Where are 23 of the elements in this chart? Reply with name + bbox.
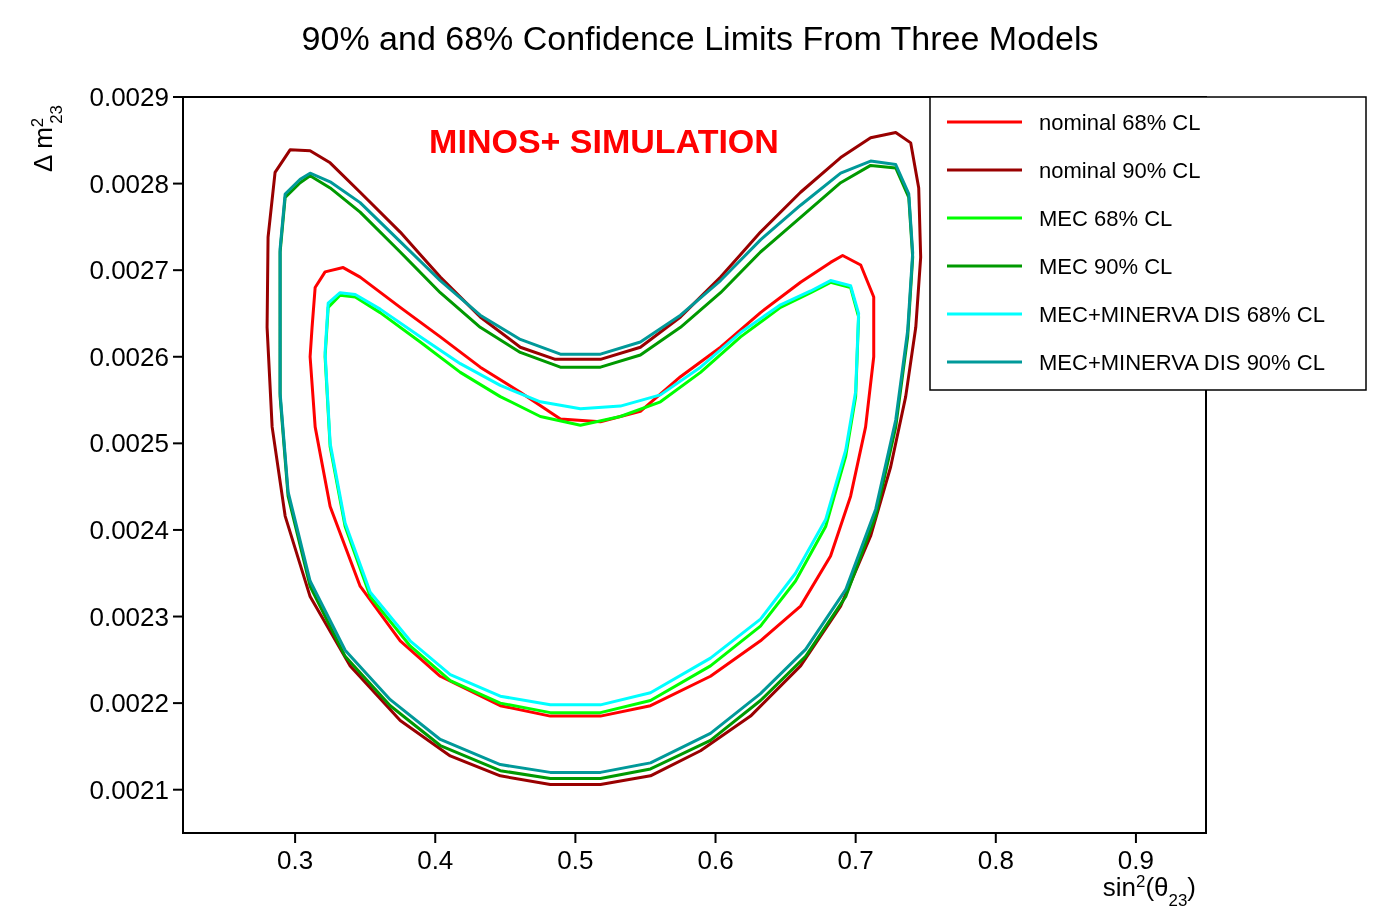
x-tick-label: 0.5 — [557, 845, 594, 875]
y-tick-label: 0.0028 — [89, 168, 169, 199]
y-tick-label: 0.0027 — [89, 255, 169, 286]
x-tick-label: 0.8 — [977, 845, 1014, 875]
y-tick-label: 0.0026 — [89, 341, 169, 372]
x-tick-label: 0.6 — [697, 845, 734, 875]
legend-label: MEC+MINERVA DIS 68% CL — [1039, 302, 1325, 327]
annotation: MINOS+ SIMULATION — [429, 122, 779, 160]
x-tick-label: 0.3 — [277, 845, 314, 875]
y-tick-label: 0.0023 — [89, 601, 169, 632]
x-tick-label: 0.7 — [837, 845, 874, 875]
legend-label: MEC+MINERVA DIS 90% CL — [1039, 350, 1325, 375]
y-tick-label: 0.0025 — [89, 428, 169, 459]
y-tick-label: 0.0024 — [89, 514, 169, 545]
legend-label: MEC 90% CL — [1039, 254, 1173, 279]
legend-label: nominal 68% CL — [1039, 110, 1201, 135]
x-tick-label: 0.4 — [417, 845, 454, 875]
legend-label: nominal 90% CL — [1039, 158, 1201, 183]
chart-title: 90% and 68% Confidence Limits From Three Models — [301, 19, 1099, 57]
y-tick-label: 0.0029 — [89, 82, 169, 112]
y-tick-label: 0.0022 — [89, 688, 169, 719]
legend-label: MEC 68% CL — [1039, 206, 1173, 231]
y-tick-label: 0.0021 — [89, 774, 169, 805]
